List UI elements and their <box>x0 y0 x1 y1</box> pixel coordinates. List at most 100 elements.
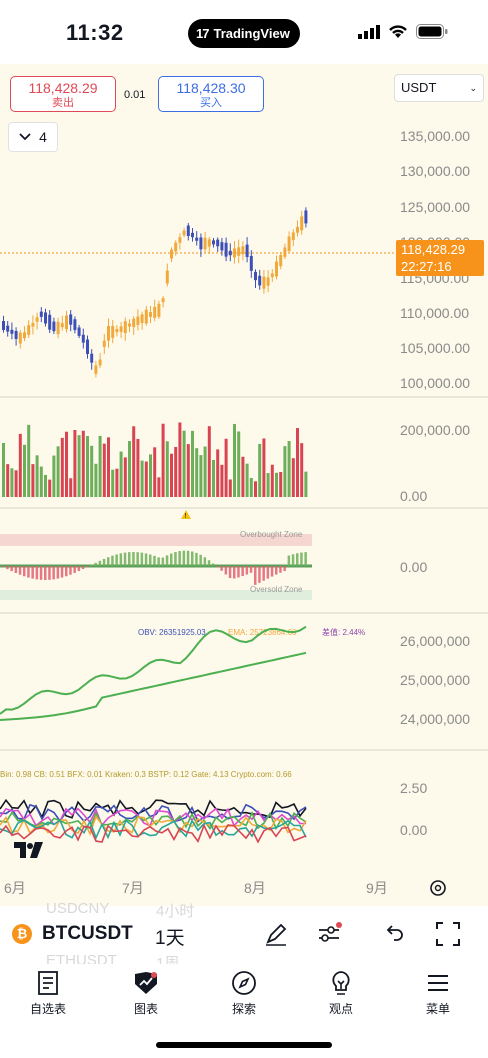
currency-value: USDT <box>401 80 437 95</box>
volume-bar <box>220 464 224 497</box>
candle-body <box>291 232 295 241</box>
buy-price: 118,428.30 <box>176 80 246 96</box>
volume-bar <box>6 464 10 497</box>
candle-body <box>161 298 165 303</box>
candle-body <box>119 326 123 332</box>
oscillator-bar <box>262 566 265 581</box>
time-tick: 9月 <box>366 880 388 896</box>
oscillator-bar <box>199 554 202 566</box>
nav-chart[interactable]: 图表 <box>116 970 176 1017</box>
time-axis: 6月 7月 8月 9月 <box>4 880 388 896</box>
candle-body <box>107 326 110 341</box>
timeframe-button[interactable]: 1天 <box>155 928 185 949</box>
oscillator-bar <box>73 566 76 573</box>
candle-body <box>60 323 64 328</box>
status-time: 11:32 <box>66 20 124 45</box>
exchange-line <box>0 814 307 836</box>
drawing-pen-icon[interactable] <box>262 920 290 948</box>
oscillator-bar <box>14 566 18 573</box>
volume-series <box>2 422 308 497</box>
nav-label: 观点 <box>328 1002 353 1016</box>
candle-body <box>35 317 39 322</box>
volume-tick: 200,000.00 <box>400 422 470 438</box>
candle-body <box>174 242 178 252</box>
volume-bar <box>233 423 236 497</box>
volume-bar <box>27 424 31 497</box>
candle-body <box>300 216 304 231</box>
nav-explore[interactable]: 探索 <box>214 970 274 1017</box>
oscillator-bar <box>157 557 160 566</box>
price-tick: 110,000.00 <box>400 305 469 321</box>
oscillator-bar <box>140 552 144 566</box>
warning-icon[interactable]: ! <box>181 510 191 520</box>
candle-body <box>258 275 262 286</box>
nav-label: 菜单 <box>425 1002 450 1016</box>
exchange-line <box>0 803 307 823</box>
oscillator-bar <box>212 563 215 566</box>
volume-bar <box>165 441 169 497</box>
undo-icon[interactable] <box>380 920 408 948</box>
chart-area[interactable]: 135,000.00 130,000.00 125,000.00 120,000… <box>0 64 488 906</box>
nav-menu[interactable]: 菜单 <box>408 970 468 1017</box>
fullscreen-icon[interactable] <box>434 920 462 948</box>
candle-body <box>115 328 119 333</box>
currency-select[interactable]: USDT ⌄ <box>394 74 484 102</box>
symbol-toolbar: USDCNY 4小时 ETHUSDT 1周 ₿ BTCUSDT 1天 <box>0 900 488 972</box>
oversold-label: Oversold Zone <box>250 585 303 594</box>
volume-bar <box>94 463 98 497</box>
exchange-tick: 2.50 <box>400 780 427 796</box>
candle-body <box>157 303 161 317</box>
volume-bar <box>212 459 215 497</box>
volume-bar <box>73 430 77 497</box>
candle-body <box>23 332 26 339</box>
oscillator-bar <box>102 558 106 566</box>
oscillator-bar <box>136 552 139 566</box>
volume-bar <box>270 464 274 497</box>
candle-body <box>279 255 283 267</box>
volume-bar <box>132 426 136 497</box>
oscillator-bar <box>115 554 118 566</box>
oscillator-bar <box>249 566 253 573</box>
candle-body <box>186 225 190 237</box>
oscillator-bar <box>279 566 282 573</box>
oscillator-bar <box>195 552 198 566</box>
oscillator-bar <box>23 566 26 577</box>
volume-bar <box>296 428 299 497</box>
buy-button[interactable]: 118,428.30 买入 <box>158 76 264 112</box>
indicator-collapse-button[interactable]: 4 <box>8 122 58 152</box>
oscillator-bar <box>107 557 110 566</box>
volume-bar <box>10 468 14 497</box>
oscillator-bar <box>69 566 72 575</box>
volume-bar <box>207 426 211 497</box>
candle-body <box>191 232 194 238</box>
price-tick: 125,000.00 <box>400 199 470 215</box>
candle-body <box>203 237 207 250</box>
volume-bar <box>140 460 144 497</box>
candle-body <box>136 316 140 326</box>
sell-button[interactable]: 118,428.29 卖出 <box>10 76 116 112</box>
price-tick: 100,000.00 <box>400 375 470 391</box>
oscillator-bar <box>153 555 156 566</box>
tradingview-logo-icon: 17 <box>196 26 210 41</box>
candle-body <box>86 339 89 354</box>
home-indicator[interactable] <box>156 1042 332 1048</box>
candle-body <box>18 332 22 344</box>
candle-body <box>94 365 98 374</box>
volume-bar <box>18 433 22 497</box>
menu-icon <box>428 975 448 991</box>
chart-canvas[interactable]: 135,000.00 130,000.00 125,000.00 120,000… <box>0 64 488 906</box>
volume-bar <box>266 473 270 497</box>
nav-watchlist[interactable]: 自选表 <box>18 970 78 1017</box>
oscillator-bar <box>283 566 286 572</box>
volume-bar <box>170 453 173 497</box>
candle-body <box>275 261 278 277</box>
oscillator-bar <box>132 552 135 566</box>
oscillator-bar <box>111 555 114 566</box>
chart-settings-icon[interactable] <box>430 880 446 896</box>
nav-ideas[interactable]: 观点 <box>311 970 371 1017</box>
candle-body <box>123 321 127 334</box>
volume-bar <box>2 443 5 497</box>
symbol-name[interactable]: BTCUSDT <box>42 923 133 944</box>
indicators-icon[interactable] <box>315 920 343 948</box>
oscillator-bar <box>186 550 190 566</box>
